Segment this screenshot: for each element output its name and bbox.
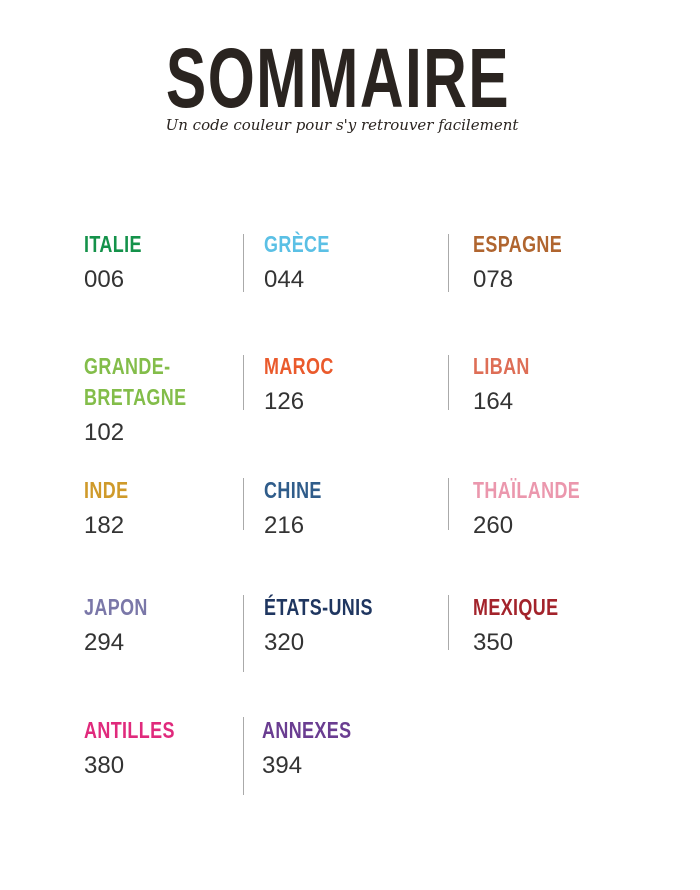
toc-entry[interactable]: ESPAGNE 078 <box>473 229 587 295</box>
toc-entry[interactable]: INDE 182 <box>84 475 141 541</box>
toc-entry[interactable]: ITALIE 006 <box>84 229 158 295</box>
page-number: 078 <box>473 266 514 293</box>
toc-entry[interactable]: CHINE 216 <box>264 475 338 541</box>
divider <box>448 478 449 530</box>
page-title: SOMMAIRE <box>165 31 511 125</box>
page-number: 102 <box>84 419 125 446</box>
section-name: GRÈCE <box>264 231 330 257</box>
page-number: 126 <box>264 388 305 415</box>
toc-entry[interactable]: ANNEXES 394 <box>262 715 377 781</box>
section-name: ANNEXES <box>262 717 352 743</box>
toc-entry[interactable]: MEXIQUE 350 <box>473 592 583 658</box>
divider <box>448 595 449 650</box>
section-name: ESPAGNE <box>473 231 563 257</box>
page-number: 164 <box>473 388 514 415</box>
page-number: 294 <box>84 629 125 656</box>
section-name: ANTILLES <box>84 717 175 743</box>
page-number: 006 <box>84 266 125 293</box>
section-name: GRANDE- BRETAGNE <box>84 353 187 410</box>
toc-entry[interactable]: GRÈCE 044 <box>264 229 348 295</box>
toc-entry[interactable]: ANTILLES 380 <box>84 715 200 781</box>
page-number: 044 <box>264 266 305 293</box>
divider <box>243 355 244 410</box>
toc-entry[interactable]: LIBAN 164 <box>473 351 546 417</box>
page-number: 350 <box>473 629 514 656</box>
section-name: ÉTATS-UNIS <box>264 594 373 620</box>
page-number: 260 <box>473 512 514 539</box>
divider <box>243 234 244 292</box>
divider <box>243 595 244 672</box>
divider <box>448 234 449 292</box>
toc-entry[interactable]: MAROC 126 <box>264 351 353 417</box>
section-name: MAROC <box>264 353 334 379</box>
toc-entry[interactable]: THAÏLANDE 260 <box>473 475 610 541</box>
section-name: MEXIQUE <box>473 594 559 620</box>
divider <box>448 355 449 410</box>
page-number: 320 <box>264 629 305 656</box>
toc-entry[interactable]: JAPON 294 <box>84 592 166 658</box>
section-name: INDE <box>84 477 129 503</box>
page-number: 216 <box>264 512 305 539</box>
divider <box>243 478 244 530</box>
divider <box>243 717 244 795</box>
section-name: CHINE <box>264 477 322 503</box>
toc-entry[interactable]: GRANDE- BRETAGNE 102 <box>84 351 215 448</box>
section-name: ITALIE <box>84 231 142 257</box>
page-number: 394 <box>262 752 303 779</box>
section-name: LIBAN <box>473 353 530 379</box>
section-name: JAPON <box>84 594 148 620</box>
page-number: 182 <box>84 512 125 539</box>
section-name: THAÏLANDE <box>473 477 581 503</box>
toc-entry[interactable]: ÉTATS-UNIS 320 <box>264 592 404 658</box>
page-subtitle: Un code couleur pour s'y retrouver facil… <box>165 116 519 134</box>
page-number: 380 <box>84 752 125 779</box>
